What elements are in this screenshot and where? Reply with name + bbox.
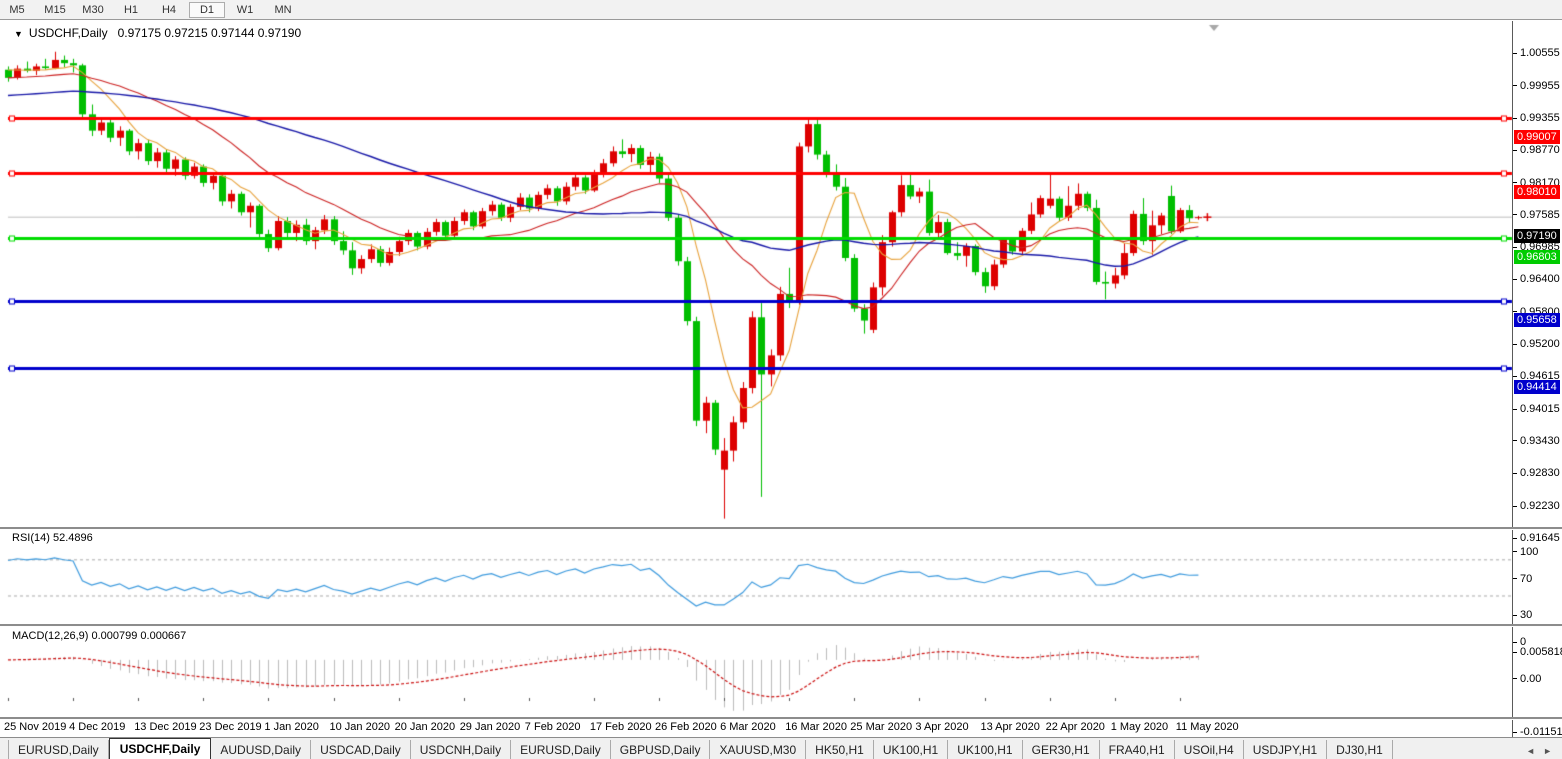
chart-tab-eurusd-daily[interactable]: EURUSD,Daily (511, 740, 611, 759)
axis-tick-label: 0.005818 (1513, 646, 1562, 658)
timeframe-button-h1[interactable]: H1 (123, 3, 139, 16)
chart-tab-uk100-h1[interactable]: UK100,H1 (948, 740, 1023, 759)
pane-splitter-macd[interactable] (0, 624, 1562, 627)
chart-tab-usdchf-daily[interactable]: USDCHF,Daily (108, 738, 212, 759)
timeframe-button-m30[interactable]: M30 (82, 3, 104, 16)
date-tick-label: 10 Jan 2020 (329, 721, 391, 733)
timeframe-button-m15[interactable]: M15 (44, 3, 66, 16)
chart-tab-fra40-h1[interactable]: FRA40,H1 (1100, 740, 1175, 759)
date-tick-label: 4 Dec 2019 (69, 721, 126, 733)
pane-splitter-bottom[interactable] (0, 717, 1562, 720)
tab-scroll-arrows: ◄ ► (1522, 746, 1556, 759)
date-tick-label: 20 Jan 2020 (394, 721, 456, 733)
axis-tick-label: 70 (1513, 573, 1532, 585)
date-tick-label: 17 Feb 2020 (589, 721, 652, 733)
price-level-badge: 0.99007 (1514, 130, 1560, 145)
chart-tab-usdjpy-h1[interactable]: USDJPY,H1 (1244, 740, 1328, 759)
axis-tick-label: 0.96400 (1513, 273, 1560, 285)
axis-tick-label: 0.98770 (1513, 144, 1560, 156)
axis-tick-label: 0.95200 (1513, 338, 1560, 350)
axis-tick-label: 1.00555 (1513, 47, 1560, 59)
date-tick-label: 25 Mar 2020 (850, 721, 913, 733)
chart-ohlc-values: 0.97175 0.97215 0.97144 0.97190 (117, 26, 302, 40)
date-tick-label: 13 Dec 2019 (134, 721, 197, 733)
axis-tick-label: -0.011514 (1513, 726, 1562, 738)
chart-tab-bar: EURUSD,Daily USDCHF,Daily AUDUSD,Daily USDC… (0, 737, 1562, 759)
macd-indicator-label: MACD(12,26,9) 0.000799 0.000667 (12, 630, 187, 642)
rsi-indicator-label: RSI(14) 52.4896 (12, 532, 93, 544)
axis-tick-label: 0 (1513, 636, 1526, 648)
chart-tab-usdcnh-daily[interactable]: USDCNH,Daily (411, 740, 512, 759)
date-tick-label: 22 Apr 2020 (1045, 721, 1105, 733)
timeframe-button-mn[interactable]: MN (274, 3, 292, 16)
date-tick-label: 16 Mar 2020 (785, 721, 847, 733)
chart-tab-eurusd-daily[interactable]: EURUSD,Daily (8, 740, 109, 759)
timeframe-button-m5[interactable]: M5 (9, 3, 25, 16)
chart-tab-audusd-daily[interactable]: AUDUSD,Daily (211, 740, 312, 759)
symbol-dropdown-triangle-icon[interactable]: ▼ (14, 29, 23, 39)
timeframe-button-h4[interactable]: H4 (161, 3, 177, 16)
date-tick-label: 7 Feb 2020 (524, 721, 581, 733)
price-axis-border (1512, 21, 1513, 737)
date-tick-label: 23 Dec 2019 (199, 721, 262, 733)
price-level-badge: 0.94414 (1514, 380, 1560, 395)
chart-window[interactable]: ▼ USDCHF,Daily 0.97175 0.97215 0.97144 0.9… (0, 19, 1562, 738)
chart-tab-ger30-h1[interactable]: GER30,H1 (1023, 740, 1100, 759)
chart-tab-usoil-h4[interactable]: USOil,H4 (1175, 740, 1244, 759)
axis-tick-label: 0.94615 (1513, 370, 1560, 382)
date-tick-label: 29 Jan 2020 (459, 721, 521, 733)
price-level-badge: 0.96803 (1514, 250, 1560, 265)
chart-tab-uk100-h1[interactable]: UK100,H1 (874, 740, 949, 759)
axis-tick-label: 0.94015 (1513, 403, 1560, 415)
axis-tick-label: 0.93430 (1513, 435, 1560, 447)
axis-tick-label: 0.92830 (1513, 467, 1560, 479)
date-tick-label: 11 May 2020 (1175, 721, 1239, 733)
date-tick-label: 13 Apr 2020 (980, 721, 1040, 733)
axis-tick-label: 0.97585 (1513, 209, 1560, 221)
axis-tick-label: 30 (1513, 609, 1532, 621)
axis-tick-label: 0.91645 (1513, 532, 1560, 544)
date-tick-label: 3 Apr 2020 (915, 721, 969, 733)
date-tick-label: 6 Mar 2020 (720, 721, 776, 733)
timeframe-buttons-row: M1M5M15M30H1H4D1W1MN (0, 0, 302, 19)
date-tick-label: 1 Jan 2020 (264, 721, 319, 733)
timeframe-toolbar: M1M5M15M30H1H4D1W1MN (0, 0, 1562, 20)
price-level-badge: 0.95658 (1514, 312, 1560, 327)
chart-tab-xauusd-m30[interactable]: XAUUSD,M30 (710, 740, 807, 759)
date-tick-label: 26 Feb 2020 (655, 721, 717, 733)
axis-tick-label: 0.99355 (1513, 112, 1560, 124)
chart-tabs: EURUSD,Daily USDCHF,Daily AUDUSD,Daily USDC… (0, 738, 1393, 759)
chart-tab-usdcad-daily[interactable]: USDCAD,Daily (311, 740, 411, 759)
timeframe-button-w1[interactable]: W1 (236, 3, 254, 16)
tab-scroll-right-icon[interactable]: ► (1543, 746, 1552, 756)
chart-tab-dj30-h1[interactable]: DJ30,H1 (1327, 740, 1393, 759)
chart-title: ▼ USDCHF,Daily 0.97175 0.97215 0.97144 0.9… (14, 26, 301, 40)
pane-splitter-rsi[interactable] (0, 527, 1562, 530)
date-tick-label: 25 Nov 2019 (4, 721, 67, 733)
chart-canvas[interactable] (0, 20, 1562, 738)
chart-tab-gbpusd-daily[interactable]: GBPUSD,Daily (611, 740, 711, 759)
axis-tick-label: 0.00 (1513, 673, 1541, 685)
axis-tick-label: 0.92230 (1513, 500, 1560, 512)
price-level-badge: 0.97190 (1514, 229, 1560, 244)
axis-tick-label: 0.99955 (1513, 80, 1560, 92)
chart-symbol-label: USDCHF,Daily (28, 26, 108, 40)
axis-tick-label: 100 (1513, 546, 1538, 558)
timeframe-button-d1[interactable]: D1 (189, 1, 225, 18)
chart-tab-hk50-h1[interactable]: HK50,H1 (806, 740, 874, 759)
date-tick-label: 1 May 2020 (1110, 721, 1169, 733)
tab-scroll-left-icon[interactable]: ◄ (1526, 746, 1536, 756)
price-level-badge: 0.98010 (1514, 184, 1560, 199)
